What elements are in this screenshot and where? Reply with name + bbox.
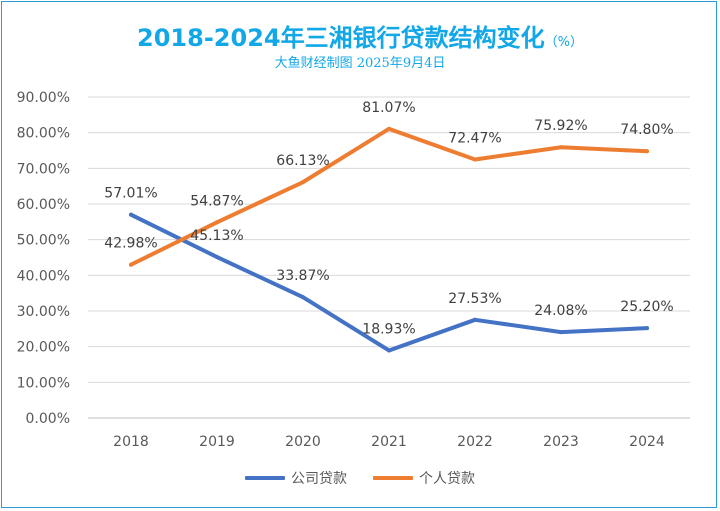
data-label: 42.98% (104, 236, 157, 252)
data-point (301, 295, 305, 300)
x-tick-label: 2023 (543, 434, 579, 450)
x-tick-label: 2019 (199, 434, 235, 450)
data-point (129, 262, 133, 267)
data-label: 72.47% (448, 131, 501, 147)
x-tick-label: 2020 (285, 434, 321, 450)
legend: 公司贷款 个人贷款 (0, 468, 720, 488)
data-label: 25.20% (620, 299, 673, 315)
grid-layer (88, 96, 690, 419)
y-tick-label: 50.00% (17, 233, 70, 249)
x-tick-label: 2018 (113, 434, 149, 450)
legend-swatch-corporate (245, 476, 285, 480)
data-point (129, 212, 133, 217)
legend-label-corporate: 公司贷款 (291, 471, 347, 487)
data-point (559, 330, 563, 335)
data-label: 75.92% (534, 118, 587, 134)
data-label: 81.07% (362, 100, 415, 116)
series-layer (129, 126, 649, 353)
data-label: 45.13% (190, 228, 243, 244)
y-tick-label: 90.00% (17, 90, 70, 106)
legend-swatch-personal (373, 476, 413, 480)
x-tick-label: 2024 (629, 434, 665, 450)
data-point (473, 317, 477, 322)
data-point (215, 255, 219, 260)
y-tick-label: 40.00% (17, 268, 70, 284)
data-point (387, 348, 391, 353)
y-tick-label: 10.00% (17, 375, 70, 391)
data-label: 57.01% (104, 186, 157, 202)
data-label: 27.53% (448, 291, 501, 307)
y-tick-label: 60.00% (17, 197, 70, 213)
data-label: 18.93% (362, 321, 415, 337)
y-tick-label: 0.00% (26, 411, 70, 427)
chart-title-unit: （%） (544, 35, 583, 50)
data-label: 66.13% (276, 153, 329, 169)
data-point (301, 180, 305, 185)
data-label: 54.87% (190, 193, 243, 209)
data-point (387, 126, 391, 131)
y-tick-label: 80.00% (17, 126, 70, 142)
data-point (559, 145, 563, 150)
data-label-layer: 57.01% 45.13% 33.87% 18.93% 27.53% 24.08% 25.2… (104, 100, 673, 338)
y-tick-label: 70.00% (17, 161, 70, 177)
data-label: 24.08% (534, 303, 587, 319)
y-tick-label: 30.00% (17, 304, 70, 320)
chart-subtitle: 大鱼财经制图 2025年9月4日 (274, 56, 446, 71)
legend-item-personal[interactable]: 个人贷款 (373, 468, 475, 488)
data-label: 33.87% (276, 268, 329, 284)
x-axis-ticks: 2018 2019 2020 2021 2022 2023 2024 (113, 434, 665, 450)
data-point (645, 326, 649, 331)
data-point (645, 149, 649, 154)
x-tick-label: 2022 (457, 434, 493, 450)
y-axis-ticks: 0.00% 10.00% 20.00% 30.00% 40.00% 50.00% 60.00… (17, 90, 70, 427)
legend-item-corporate[interactable]: 公司贷款 (245, 468, 347, 488)
data-point (215, 220, 219, 225)
legend-label-personal: 个人贷款 (419, 471, 475, 487)
chart-title: 2018-2024年三湘银行贷款结构变化（%） (0, 18, 720, 53)
chart-title-text: 2018-2024年三湘银行贷款结构变化 (137, 24, 545, 52)
y-tick-label: 20.00% (17, 340, 70, 356)
data-point (473, 157, 477, 162)
x-tick-label: 2021 (371, 434, 407, 450)
data-label: 74.80% (620, 122, 673, 138)
